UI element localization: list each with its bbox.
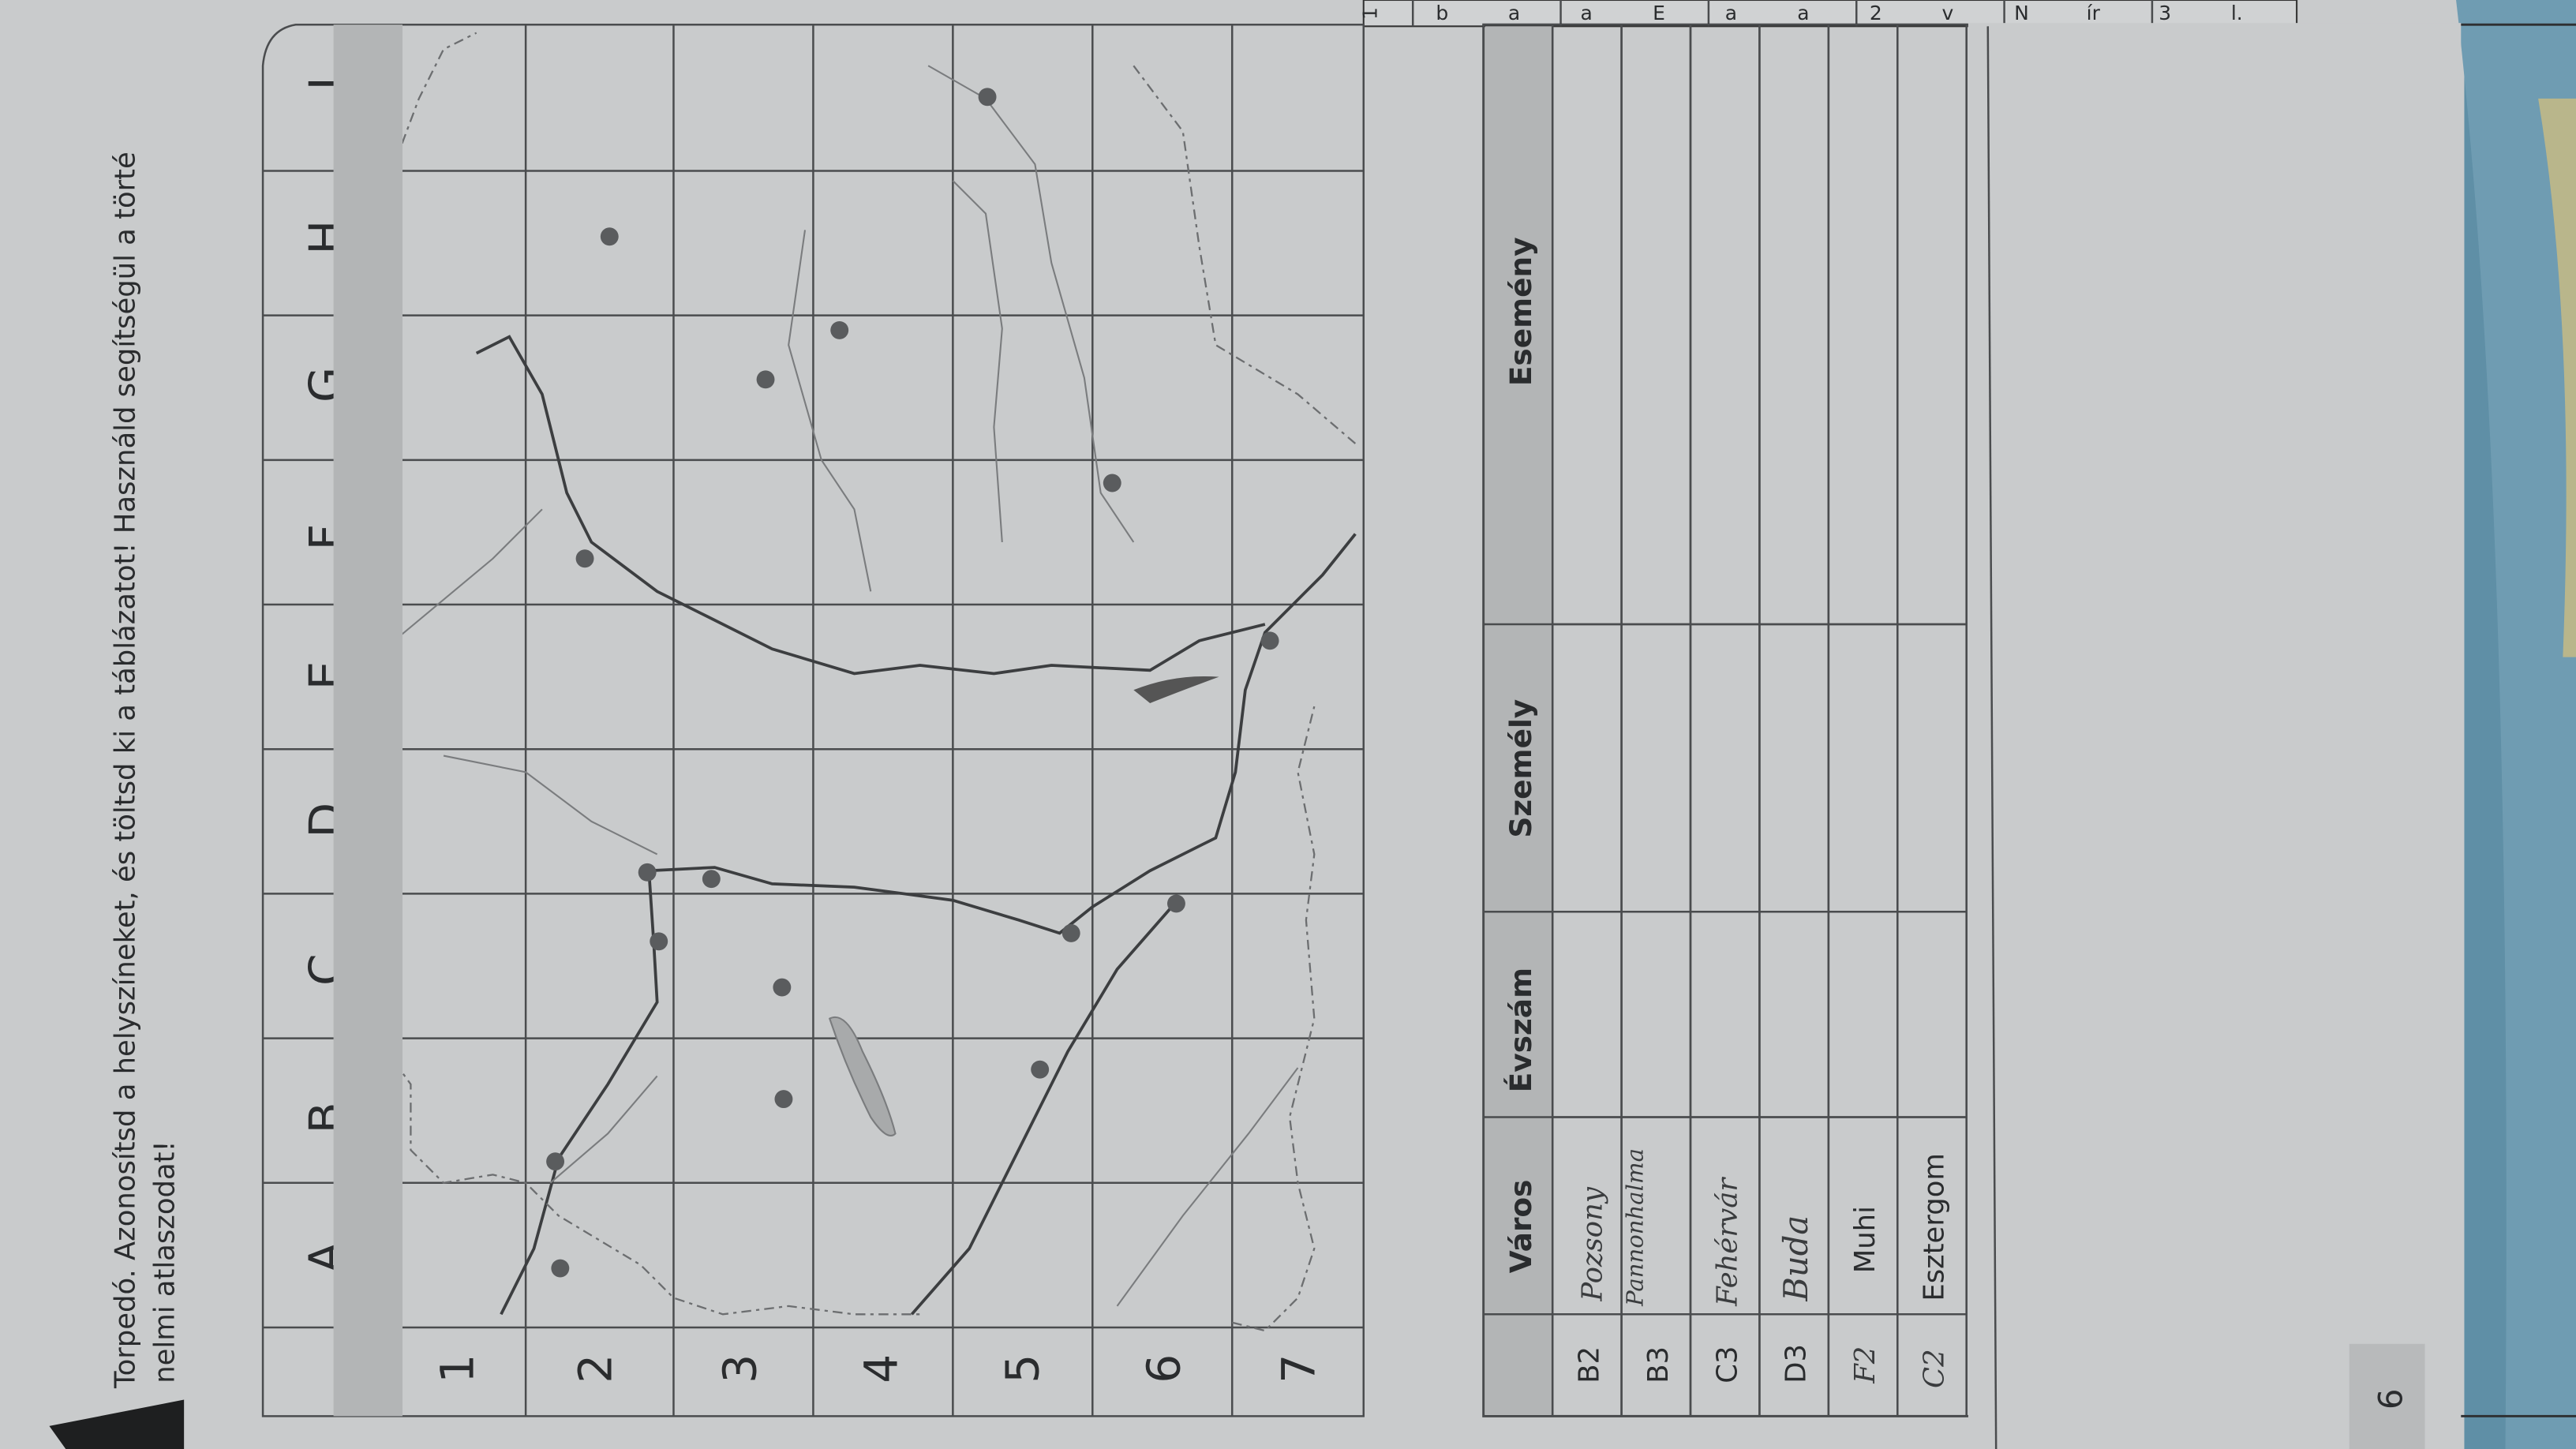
river: [393, 508, 543, 642]
pencil-mark: [1133, 676, 1219, 703]
city-dot: [702, 870, 721, 889]
river: [443, 754, 658, 856]
map-row-labels: 1 2 3 4 5 6 7: [431, 1354, 1326, 1383]
row-label: 7: [1271, 1354, 1325, 1383]
row-label: 5: [996, 1354, 1050, 1383]
page-number-box: [2349, 1343, 2425, 1449]
header-evszam: Évszám: [1503, 968, 1538, 1092]
row-cell: C2: [1919, 1349, 1951, 1388]
header-szemely: Személy: [1503, 699, 1538, 838]
row-cell: D3: [1780, 1344, 1813, 1383]
lake-balaton: [828, 1017, 897, 1136]
table-row: D3 Buda: [1777, 1215, 1815, 1383]
river: [1116, 1067, 1299, 1307]
table-row: C2 Esztergom: [1919, 1153, 1951, 1388]
page-number: 6: [2371, 1389, 2409, 1410]
river: [788, 230, 872, 592]
exercise-instruction-line1: Torpedó. Azonosítsd a helyszíneket, és t…: [110, 152, 142, 1389]
table-rows: B2 Pozsony B3 Pannonhalma C3 Fehérvár D3…: [1573, 1148, 1950, 1388]
tisza-river: [475, 335, 1266, 676]
facing-page-fragment: 3: [2159, 2, 2171, 24]
city-dot: [1061, 923, 1080, 942]
city-dot: [1167, 894, 1185, 913]
exercise-marker-triangle: [49, 1399, 185, 1449]
row-city[interactable]: Pozsony: [1577, 1186, 1609, 1302]
facing-page-fragment: a: [1797, 2, 1809, 24]
header-esemeny: Esemény: [1503, 237, 1538, 386]
row-city: Esztergom: [1919, 1153, 1951, 1301]
city-dot: [1103, 474, 1121, 492]
row-city[interactable]: Buda: [1777, 1215, 1815, 1302]
table-row: F2 Muhi: [1849, 1206, 1881, 1384]
table-header-fill: [333, 24, 402, 1417]
river: [549, 1075, 658, 1184]
facing-page-fragment: v: [1941, 2, 1953, 24]
city-dot: [650, 932, 668, 951]
city-dot: [773, 978, 792, 997]
row-city[interactable]: Fehérvár: [1711, 1177, 1743, 1307]
row-label: 3: [713, 1354, 767, 1383]
table-row: B3 Pannonhalma: [1622, 1148, 1675, 1383]
row-label: 2: [568, 1354, 622, 1383]
row-label: 6: [1137, 1354, 1191, 1383]
book-edge: [2538, 98, 2576, 657]
facing-page-fragment: N: [2014, 2, 2029, 24]
city-dot: [1031, 1060, 1050, 1079]
danube-river: [500, 533, 1357, 1316]
facing-page-fragment: E: [1653, 2, 1665, 24]
city-dot: [1260, 631, 1279, 650]
facing-page-fragment: 2: [1870, 2, 1882, 24]
facing-page-fragment: a: [1581, 2, 1593, 24]
table-row: C3 Fehérvár: [1711, 1177, 1743, 1383]
city-dot: [756, 370, 775, 389]
facing-page-fragment: l.: [2231, 2, 2243, 24]
table-headers: Város Évszám Személy Esemény: [1503, 237, 1538, 1273]
row-cell: C3: [1711, 1346, 1743, 1383]
city-dot: [600, 227, 619, 246]
facing-page-fragment: b: [1436, 2, 1448, 24]
row-label: 1: [431, 1354, 485, 1383]
border: [380, 1043, 920, 1316]
row-cell: F2: [1849, 1346, 1881, 1384]
river: [952, 180, 1003, 543]
city-dot: [774, 1090, 793, 1109]
map-rivers: [393, 65, 1357, 1316]
row-cell: B3: [1642, 1346, 1675, 1383]
exercise-instruction-line2: nelmi atlaszodat!: [149, 1140, 182, 1383]
page-curl: [2456, 0, 2576, 1449]
table-header-fill: [1485, 26, 1553, 1415]
row-label: 4: [855, 1354, 908, 1383]
facing-page-lines: [1411, 0, 2154, 27]
facing-page-fragment: a: [1725, 2, 1737, 24]
city-dot: [546, 1152, 565, 1171]
facing-page-fragment: a: [1508, 2, 1520, 24]
border: [1231, 706, 1316, 1332]
border: [1133, 65, 1357, 444]
row-cell: B2: [1573, 1346, 1605, 1383]
table-row: B2 Pozsony: [1573, 1186, 1608, 1383]
city-dot: [551, 1259, 570, 1278]
row-city: Muhi: [1849, 1206, 1881, 1273]
facing-page-fragment: ír: [2087, 2, 2101, 24]
city-dot: [978, 88, 997, 107]
drava-river: [910, 902, 1176, 1316]
row-city[interactable]: Pannonhalma: [1622, 1148, 1649, 1307]
fragment: 1: [1358, 7, 1381, 20]
facing-page-strip: [1362, 0, 2298, 28]
header-varos: Város: [1503, 1180, 1538, 1274]
city-dot: [575, 549, 594, 568]
map-city-dots: [376, 88, 1279, 1278]
city-dot: [830, 320, 849, 339]
city-dot: [638, 863, 657, 882]
table-grid: [1482, 23, 1968, 1417]
